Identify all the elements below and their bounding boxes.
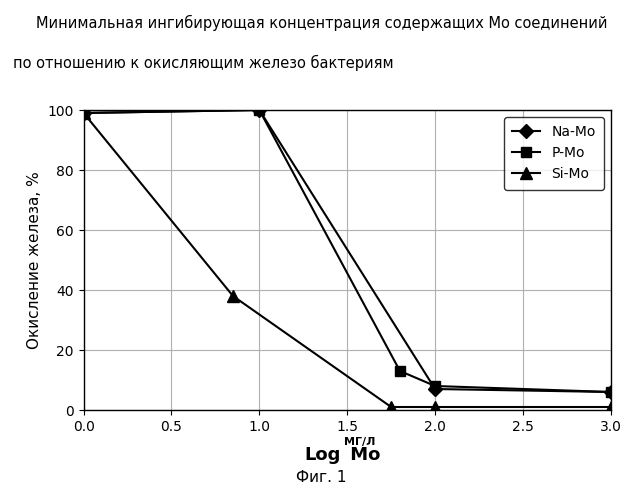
- Text: Log: Log: [304, 446, 341, 464]
- Line: Si-Mo: Si-Mo: [78, 108, 617, 412]
- Legend: Na-Mo, P-Mo, Si-Mo: Na-Mo, P-Mo, Si-Mo: [504, 117, 604, 190]
- P-Mo: [396, 368, 404, 374]
- Si-Mo: [607, 404, 615, 410]
- Text: Mo: Mo: [344, 446, 381, 464]
- Na-Mo: [431, 386, 439, 392]
- P-Mo: [431, 383, 439, 389]
- Text: Фиг. 1: Фиг. 1: [296, 470, 347, 485]
- P-Mo: [607, 389, 615, 395]
- Na-Mo: [607, 389, 615, 395]
- Text: МГ/Л: МГ/Л: [344, 438, 376, 448]
- Na-Mo: [80, 110, 87, 116]
- Text: Минимальная ингибирующая концентрация содержащих Mo соединений: Минимальная ингибирующая концентрация со…: [36, 15, 607, 31]
- Line: Na-Mo: Na-Mo: [78, 105, 616, 397]
- Na-Mo: [255, 107, 263, 113]
- Si-Mo: [229, 293, 237, 299]
- Y-axis label: Окисление железа, %: Окисление железа, %: [27, 171, 42, 349]
- Si-Mo: [387, 404, 395, 410]
- P-Mo: [255, 107, 263, 113]
- Text: по отношению к окисляющим железо бактериям: по отношению к окисляющим железо бактери…: [13, 55, 394, 71]
- Si-Mo: [80, 110, 87, 116]
- Line: P-Mo: P-Mo: [78, 105, 616, 397]
- Si-Mo: [431, 404, 439, 410]
- P-Mo: [80, 110, 87, 116]
